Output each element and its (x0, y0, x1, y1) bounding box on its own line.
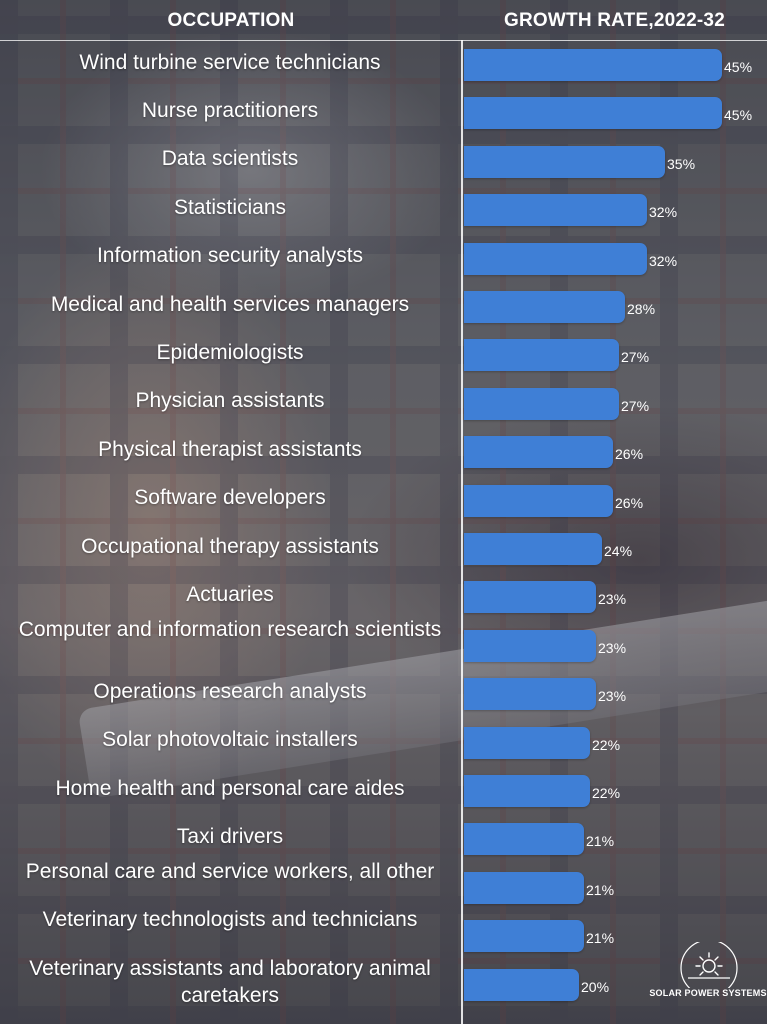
occupation-label: Solar photovoltaic installers (102, 728, 358, 752)
bar-value-label: 45% (724, 107, 753, 124)
bar (464, 629, 596, 662)
occupation-label: Data scientists (161, 147, 299, 171)
occupation-label: Epidemiologists (156, 340, 304, 364)
occupation-label: Information security analysts (96, 244, 364, 268)
occupation-label: Personal care and service workers, all o… (25, 859, 435, 883)
bar-value-label: 32% (649, 252, 678, 269)
occupation-label: Actuaries (186, 582, 274, 606)
occupation-label: Operations research analysts (93, 679, 367, 703)
bar-value-label: 28% (627, 301, 656, 317)
bar (464, 775, 590, 807)
occupation-label: Computer and information research scient… (18, 617, 442, 641)
table-header: OCCUPATION GROWTH RATE,2022-32 (0, 0, 767, 41)
bar (464, 581, 596, 614)
logo-text: SOLAR POWER SYSTEMS (649, 988, 767, 998)
bar (464, 533, 602, 565)
bar (464, 920, 584, 953)
brand-logo: SOLAR POWER SYSTEMS (648, 939, 767, 1024)
occupation-label: Veterinary assistants and laboratory ani… (29, 956, 431, 1007)
bar-value-label: 23% (598, 688, 627, 705)
bar (464, 871, 584, 904)
bar (464, 145, 665, 178)
bar (464, 49, 722, 81)
bar-value-label: 20% (581, 978, 610, 995)
bar (464, 97, 722, 130)
bar (464, 194, 647, 227)
bar-value-label: 26% (615, 494, 644, 511)
bar-value-label: 27% (621, 397, 650, 414)
bar-value-label: 26% (615, 446, 644, 463)
occupation-label: Occupational therapy assistants (81, 534, 379, 558)
bar (464, 484, 613, 517)
bar-value-label: 21% (586, 881, 615, 898)
occupation-label: Taxi drivers (176, 824, 284, 848)
bar-value-label: 23% (598, 639, 627, 656)
bar (464, 387, 619, 420)
bar-value-label: 22% (592, 785, 621, 801)
bar-value-label: 45% (724, 59, 753, 75)
growth-rate-header: GROWTH RATE,2022-32 (504, 10, 725, 31)
column-divider (461, 40, 463, 1024)
occupation-label: Medical and health services managers (50, 292, 410, 316)
occupation-label: Home health and personal care aides (55, 776, 405, 800)
bar (464, 436, 613, 469)
bar-value-label: 21% (586, 930, 615, 947)
bar-value-label: 35% (667, 155, 696, 172)
occupation-label: Wind turbine service technicians (79, 50, 381, 74)
occupation-label: Software developers (134, 486, 326, 510)
bar (464, 291, 625, 323)
occupation-header: OCCUPATION (167, 10, 295, 31)
occupation-label: Physician assistants (135, 389, 325, 413)
bar-value-label: 32% (649, 204, 678, 221)
bar-value-label: 27% (621, 349, 650, 366)
bar-value-label: 23% (598, 591, 627, 608)
occupation-label: Nurse practitioners (141, 98, 319, 122)
bar (464, 242, 647, 275)
sun-icon (680, 939, 738, 997)
bar-value-label: 22% (592, 736, 621, 753)
occupation-label: Statisticians (173, 195, 287, 219)
bar-value-label: 21% (586, 833, 615, 850)
bar-value-label: 24% (604, 543, 633, 559)
bar (464, 968, 579, 1001)
bar (464, 726, 590, 759)
occupation-label: Veterinary technologists and technicians (42, 908, 418, 932)
occupation-label: Physical therapist assistants (98, 437, 362, 461)
bar (464, 823, 584, 856)
bar (464, 678, 596, 711)
bar (464, 339, 619, 372)
